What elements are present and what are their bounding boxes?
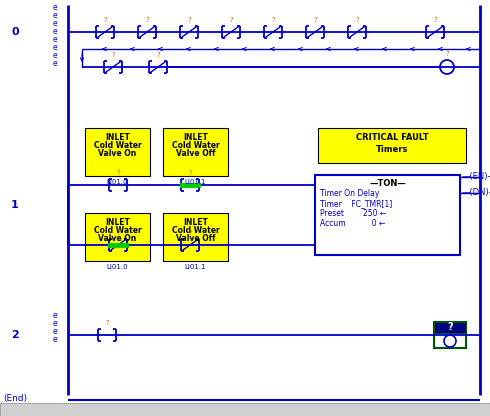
Text: ?: ?: [433, 17, 437, 23]
Text: 0: 0: [11, 27, 19, 37]
Text: ?: ?: [111, 52, 115, 58]
Text: CRITICAL FAULT: CRITICAL FAULT: [356, 133, 428, 142]
Text: INLET: INLET: [183, 218, 208, 227]
Text: LI01.0: LI01.0: [107, 264, 128, 270]
Text: e: e: [53, 59, 57, 69]
Text: Cold Water: Cold Water: [172, 141, 220, 150]
Text: e: e: [53, 319, 57, 327]
Text: Valve Off: Valve Off: [176, 234, 215, 243]
Text: e: e: [53, 310, 57, 319]
Text: ?: ?: [313, 17, 317, 23]
Bar: [318, 128, 466, 163]
Text: Timer On Delay: Timer On Delay: [320, 189, 379, 198]
Bar: [434, 322, 466, 333]
Text: e: e: [53, 3, 57, 12]
Text: LI01.1: LI01.1: [185, 264, 206, 270]
Bar: [315, 175, 460, 255]
Text: ?: ?: [116, 170, 120, 176]
Text: ?: ?: [145, 17, 149, 23]
Bar: [0, 403, 490, 416]
Text: ?: ?: [188, 170, 192, 176]
Text: (End): (End): [3, 394, 27, 403]
Text: Accum           0 ←: Accum 0 ←: [320, 219, 385, 228]
Text: INLET: INLET: [183, 133, 208, 142]
Bar: [434, 322, 466, 348]
Text: ?: ?: [188, 230, 192, 236]
Text: ?: ?: [156, 52, 160, 58]
Text: LI01.0: LI01.0: [107, 179, 128, 185]
Text: ?: ?: [445, 51, 449, 57]
Bar: [85, 213, 150, 261]
Text: Valve Off: Valve Off: [176, 149, 215, 158]
Text: INLET: INLET: [105, 133, 130, 142]
Text: —TON—: —TON—: [369, 179, 406, 188]
Text: Preset        250 ←: Preset 250 ←: [320, 209, 386, 218]
Text: ?: ?: [187, 17, 191, 23]
Text: e: e: [53, 327, 57, 335]
Text: Timer    FC_TMR[1]: Timer FC_TMR[1]: [320, 199, 392, 208]
Text: Timers: Timers: [376, 145, 408, 154]
Text: Cold Water: Cold Water: [94, 141, 142, 150]
Text: ?: ?: [229, 17, 233, 23]
Text: e: e: [53, 35, 57, 45]
Text: ?: ?: [355, 17, 359, 23]
Text: e: e: [53, 20, 57, 29]
Text: Cold Water: Cold Water: [94, 226, 142, 235]
Text: —(EN)—: —(EN)—: [462, 173, 490, 181]
Text: ?: ?: [103, 17, 107, 23]
Bar: [163, 213, 228, 261]
Text: —(DN)—: —(DN)—: [462, 188, 490, 198]
Text: 2: 2: [11, 330, 19, 340]
Text: ?: ?: [447, 322, 453, 332]
Text: e: e: [53, 12, 57, 20]
Text: Valve On: Valve On: [98, 149, 137, 158]
Text: e: e: [53, 44, 57, 52]
Text: e: e: [53, 334, 57, 344]
Text: Cold Water: Cold Water: [172, 226, 220, 235]
Text: Valve On: Valve On: [98, 234, 137, 243]
Text: 1: 1: [11, 200, 19, 210]
Text: ?: ?: [105, 320, 109, 326]
Text: ?: ?: [271, 17, 275, 23]
Text: e: e: [53, 27, 57, 37]
Bar: [163, 128, 228, 176]
Text: INLET: INLET: [105, 218, 130, 227]
Text: ?: ?: [116, 230, 120, 236]
Bar: [85, 128, 150, 176]
Text: e: e: [53, 52, 57, 60]
Text: LI01.1: LI01.1: [185, 179, 206, 185]
